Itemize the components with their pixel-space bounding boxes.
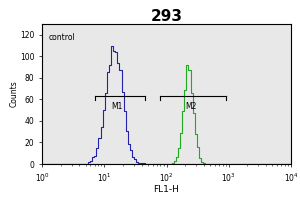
Y-axis label: Counts: Counts [10, 81, 19, 107]
Text: M1: M1 [111, 102, 123, 111]
Text: control: control [49, 33, 76, 42]
Title: 293: 293 [151, 9, 182, 24]
X-axis label: FL1-H: FL1-H [154, 185, 179, 194]
Text: M2: M2 [185, 102, 196, 111]
